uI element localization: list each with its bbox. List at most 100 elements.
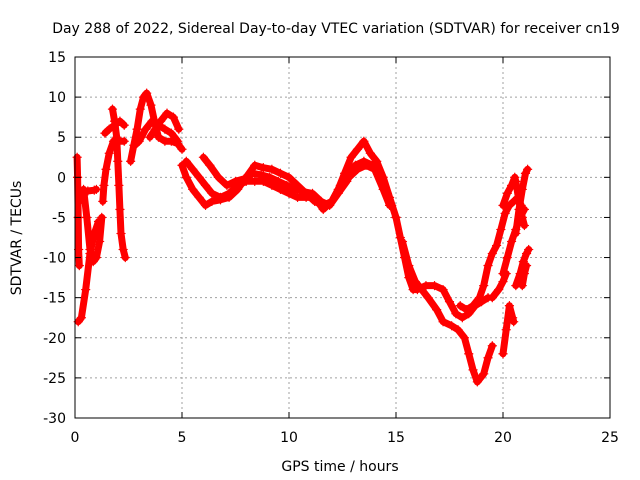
data-point-marker bbox=[181, 172, 191, 182]
x-tick-label: 10 bbox=[280, 430, 298, 446]
data-point-marker bbox=[72, 152, 82, 162]
data-point-marker bbox=[98, 196, 108, 207]
x-axis-label: GPS time / hours bbox=[281, 459, 398, 475]
y-tick-label: -20 bbox=[43, 331, 66, 347]
data-point-marker bbox=[453, 325, 463, 335]
data-point-marker bbox=[387, 200, 397, 211]
data-point-marker bbox=[120, 252, 130, 263]
data-point-marker bbox=[479, 369, 489, 379]
data-point-marker bbox=[213, 172, 224, 182]
data-point-marker bbox=[502, 252, 512, 263]
data-point-marker bbox=[502, 188, 512, 199]
data-point-marker bbox=[292, 192, 303, 203]
data-point-marker bbox=[104, 148, 114, 158]
data-point-marker bbox=[521, 260, 532, 271]
data-point-marker bbox=[247, 168, 258, 178]
data-point-marker bbox=[500, 208, 510, 219]
chart-title: Day 288 of 2022, Sidereal Day-to-day VTE… bbox=[52, 21, 620, 37]
data-point-marker bbox=[372, 156, 382, 166]
data-point-marker bbox=[194, 192, 204, 203]
data-point-marker bbox=[194, 172, 204, 182]
data-point-marker bbox=[256, 170, 266, 180]
data-point-marker bbox=[514, 204, 524, 215]
data-point-marker bbox=[438, 284, 448, 295]
data-point-marker bbox=[250, 176, 260, 186]
data-point-marker bbox=[455, 301, 465, 311]
data-point-marker bbox=[265, 172, 275, 182]
y-tick-label: -25 bbox=[43, 371, 66, 387]
data-point-marker bbox=[494, 284, 504, 295]
series-band bbox=[456, 193, 525, 314]
data-point-marker bbox=[506, 236, 517, 247]
data-point-marker bbox=[222, 180, 232, 191]
data-point-marker bbox=[461, 305, 472, 315]
data-point-marker bbox=[74, 260, 84, 271]
data-point-marker bbox=[316, 196, 326, 207]
x-tick-label: 0 bbox=[71, 430, 80, 446]
data-point-marker bbox=[132, 124, 142, 134]
data-point-marker bbox=[318, 204, 328, 215]
data-point-marker bbox=[177, 144, 187, 154]
series-track-d bbox=[78, 184, 107, 267]
data-point-marker bbox=[116, 228, 126, 239]
x-tick-label: 5 bbox=[178, 430, 187, 446]
data-point-marker bbox=[282, 180, 292, 191]
y-tick-label: 0 bbox=[57, 170, 66, 186]
data-point-marker bbox=[118, 244, 128, 255]
data-point-marker bbox=[459, 333, 470, 343]
data-point-marker bbox=[200, 200, 211, 211]
data-point-marker bbox=[177, 160, 187, 170]
data-point-marker bbox=[99, 180, 109, 191]
data-point-marker bbox=[391, 212, 401, 223]
data-point-marker bbox=[258, 163, 268, 173]
x-tick-label: 20 bbox=[494, 430, 512, 446]
data-point-marker bbox=[113, 156, 123, 166]
data-point-marker bbox=[457, 313, 467, 323]
data-point-marker bbox=[509, 317, 519, 327]
data-point-marker bbox=[112, 132, 122, 142]
data-point-marker bbox=[275, 184, 286, 195]
data-point-marker bbox=[85, 244, 95, 255]
data-point-marker bbox=[73, 244, 84, 255]
data-point-marker bbox=[491, 240, 502, 251]
data-point-marker bbox=[510, 172, 520, 182]
series-band bbox=[488, 270, 510, 302]
data-point-marker bbox=[451, 309, 461, 319]
series-track-m bbox=[198, 152, 397, 211]
data-point-marker bbox=[166, 128, 176, 138]
data-point-marker bbox=[153, 132, 164, 142]
data-point-marker bbox=[507, 313, 518, 323]
data-point-marker bbox=[250, 160, 260, 170]
data-point-marker bbox=[307, 188, 318, 199]
data-point-marker bbox=[162, 108, 172, 118]
data-point-marker bbox=[421, 280, 431, 291]
data-point-marker bbox=[207, 196, 217, 207]
data-point-marker bbox=[501, 325, 511, 335]
data-point-marker bbox=[275, 168, 286, 178]
data-point-marker bbox=[147, 116, 157, 126]
series-band bbox=[398, 238, 496, 386]
data-point-marker bbox=[429, 280, 440, 291]
series-band bbox=[178, 137, 400, 221]
data-point-marker bbox=[299, 187, 309, 197]
data-point-marker bbox=[205, 160, 215, 170]
data-point-marker bbox=[522, 164, 533, 174]
data-point-marker bbox=[359, 156, 369, 166]
y-tick-label: -10 bbox=[43, 251, 66, 267]
y-tick-label: -5 bbox=[52, 210, 66, 226]
series-track-o bbox=[397, 236, 497, 387]
y-tick-label: 15 bbox=[48, 50, 66, 66]
data-point-marker bbox=[483, 353, 493, 363]
data-point-marker bbox=[188, 184, 198, 195]
data-point-marker bbox=[382, 188, 393, 199]
y-tick-label: 10 bbox=[48, 90, 66, 106]
data-point-marker bbox=[438, 317, 448, 327]
data-point-marker bbox=[352, 144, 363, 154]
data-point-marker bbox=[97, 212, 107, 223]
data-point-marker bbox=[506, 180, 517, 191]
data-point-marker bbox=[504, 301, 515, 311]
data-point-marker bbox=[119, 136, 129, 146]
data-point-marker bbox=[142, 88, 152, 98]
data-point-marker bbox=[115, 204, 125, 215]
